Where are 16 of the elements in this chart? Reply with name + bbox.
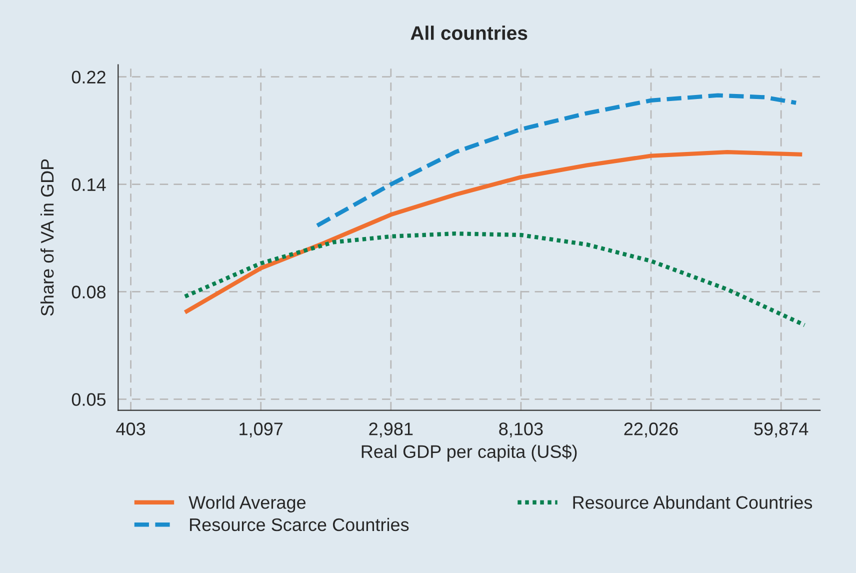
y-tick-label: 0.08 [72, 286, 106, 298]
y-axis-title: Share of VA in GDP [40, 159, 54, 316]
legend-label: World Average [188, 496, 306, 512]
x-tick-label: 1,097 [240, 422, 283, 438]
x-tick-label: 8,103 [499, 422, 543, 438]
x-tick-label: 59,874 [754, 422, 808, 438]
legend-label: Resource Scarce Countries [190, 518, 409, 532]
x-tick-label: 403 [116, 422, 146, 436]
x-axis-title: Real GDP per capita (US$) [362, 444, 577, 462]
y-tick-label: 0.14 [72, 178, 106, 192]
x-tick-label: 2,981 [369, 422, 413, 438]
legend-label: Resource Abundant Countries [573, 496, 812, 509]
y-tick-label: 0.05 [72, 393, 106, 406]
y-tick-label: 0.22 [72, 70, 106, 84]
chart-title: All countries [410, 26, 528, 40]
x-tick-label: 22,026 [624, 422, 678, 438]
